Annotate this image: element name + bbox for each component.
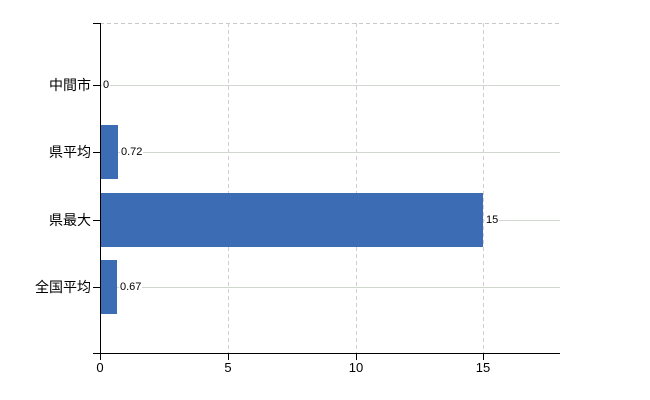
y-axis-tick xyxy=(93,85,100,86)
category-label: 県平均 xyxy=(49,144,91,160)
plot-top-border xyxy=(100,23,560,24)
x-axis-tick xyxy=(100,354,101,360)
y-axis-top-tick xyxy=(93,23,100,24)
x-axis-tick xyxy=(356,354,357,360)
bar xyxy=(100,193,483,247)
y-axis-tick xyxy=(93,152,100,153)
x-tick-label: 5 xyxy=(224,360,232,375)
x-axis-tick xyxy=(228,354,229,360)
gridline-horizontal xyxy=(100,287,560,288)
x-tick-label: 0 xyxy=(96,360,104,375)
y-axis-tick xyxy=(93,287,100,288)
y-axis-line xyxy=(100,23,101,354)
bar xyxy=(100,260,117,314)
x-axis-tick xyxy=(483,354,484,360)
gridline-vertical xyxy=(483,23,484,353)
value-label: 0.67 xyxy=(119,280,143,294)
gridline-horizontal xyxy=(100,85,560,86)
x-tick-label: 10 xyxy=(348,360,364,375)
gridline-vertical xyxy=(356,23,357,353)
category-label: 県最大 xyxy=(49,212,91,228)
value-label: 0.72 xyxy=(120,145,144,159)
x-axis-line xyxy=(93,353,560,354)
category-label: 全国平均 xyxy=(35,279,91,295)
x-tick-label: 15 xyxy=(475,360,491,375)
bar xyxy=(100,125,118,179)
value-label: 0 xyxy=(102,78,111,92)
y-axis-tick xyxy=(93,220,100,221)
value-label: 15 xyxy=(485,213,500,227)
gridline-horizontal xyxy=(100,152,560,153)
gridline-vertical xyxy=(228,23,229,353)
category-label: 中間市 xyxy=(49,77,91,93)
